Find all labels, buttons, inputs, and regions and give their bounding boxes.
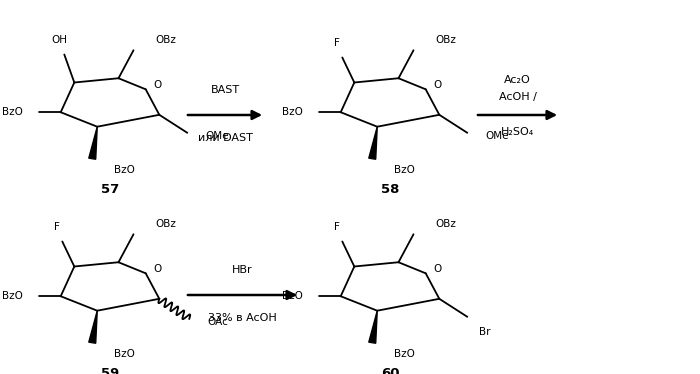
Text: 58: 58 [381, 183, 399, 196]
Polygon shape [369, 127, 377, 159]
Text: или DAST: или DAST [197, 133, 253, 143]
Text: H₂SO₄: H₂SO₄ [501, 127, 534, 137]
Text: 57: 57 [101, 183, 119, 196]
Text: F: F [335, 37, 340, 47]
Text: BzO: BzO [394, 165, 415, 175]
Text: Ac₂O: Ac₂O [504, 75, 531, 85]
Text: F: F [55, 221, 60, 232]
Text: BzO: BzO [2, 291, 22, 301]
Text: BzO: BzO [2, 107, 22, 117]
Text: O: O [434, 264, 442, 274]
Text: Br: Br [480, 327, 491, 337]
Text: O: O [434, 80, 442, 90]
Text: BzO: BzO [394, 349, 415, 359]
Text: OBz: OBz [435, 219, 456, 229]
Text: BzO: BzO [282, 291, 302, 301]
Polygon shape [369, 311, 377, 343]
Text: BzO: BzO [282, 107, 302, 117]
Text: OAc: OAc [207, 317, 228, 327]
Text: BzO: BzO [114, 349, 135, 359]
Text: OMe: OMe [485, 131, 509, 141]
Text: 59: 59 [101, 367, 119, 374]
Text: OMe: OMe [205, 131, 229, 141]
Text: OBz: OBz [155, 219, 176, 229]
Text: OBz: OBz [155, 35, 176, 45]
Polygon shape [89, 311, 97, 343]
Text: 33% в AcOH: 33% в AcOH [208, 313, 277, 323]
Text: BzO: BzO [114, 165, 135, 175]
Text: AcOH /: AcOH / [498, 92, 536, 102]
Text: O: O [154, 264, 162, 274]
Text: 60: 60 [381, 367, 399, 374]
Text: HBr: HBr [232, 265, 253, 275]
Text: BAST: BAST [211, 85, 239, 95]
Text: OH: OH [51, 34, 67, 45]
Text: O: O [154, 80, 162, 90]
Text: F: F [335, 221, 340, 232]
Polygon shape [89, 127, 97, 159]
Text: OBz: OBz [435, 35, 456, 45]
